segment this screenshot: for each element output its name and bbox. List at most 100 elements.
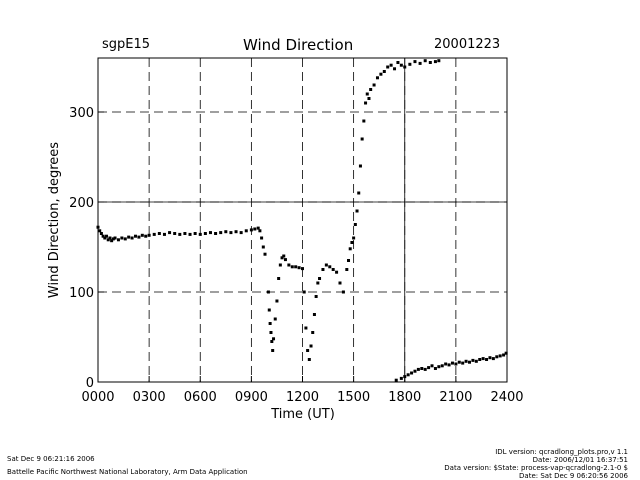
data-point [260,236,264,240]
data-point [328,265,332,269]
data-point [302,290,306,294]
data-point [345,268,349,271]
data-point [162,232,166,236]
data-point [353,223,357,226]
data-point [272,337,276,341]
x-tick-label: 2400 [490,390,523,405]
data-point [140,233,144,237]
data-point [382,70,386,73]
x-axis-label: Time (UT) [270,407,335,422]
data-point [278,263,282,267]
data-point [416,367,420,371]
data-point [331,268,335,271]
data-point [239,231,243,235]
y-tick-label: 200 [69,196,94,211]
data-point [369,88,373,91]
data-point [399,63,403,67]
data-point [269,331,273,334]
data-point [464,359,468,363]
data-point [208,231,212,235]
data-point [219,231,223,235]
data-point [271,349,275,352]
data-point [188,232,192,236]
data-point [394,378,398,382]
data-point [309,344,313,348]
data-point [133,234,137,238]
data-point [454,362,458,366]
data-point [290,265,294,269]
data-point [168,231,172,235]
data-point [110,239,114,243]
data-point [437,59,441,63]
data-point [144,234,148,238]
data-point [304,326,308,330]
data-point [491,357,495,361]
footer-data-date: Date: Sat Dec 9 06:20:56 2006 [519,472,628,480]
data-point [157,232,161,235]
data-point [348,247,352,251]
data-point [234,230,238,234]
data-point [253,227,257,231]
data-point [127,235,131,239]
data-point [423,367,427,371]
data-point [410,371,414,375]
data-point [399,376,403,380]
data-point [350,241,354,244]
data-point [183,232,187,235]
data-point [423,59,427,63]
data-point [280,256,284,260]
data-point [461,361,465,365]
data-point [386,65,390,69]
data-point [306,349,310,352]
x-tick-label: 0600 [184,390,217,405]
wind-direction-chart: 0000 0300 0600 0900 1200 1500 1800 2100 2400 0 100… [47,57,524,422]
data-point [193,232,197,235]
data-point [256,226,260,230]
data-point [360,137,364,141]
data-point [283,258,287,262]
data-point [318,277,322,280]
data-point [403,65,407,69]
data-point [393,67,397,71]
data-point [406,373,410,377]
data-point [474,359,478,363]
data-point [379,72,383,76]
data-point [258,229,262,233]
data-point [311,331,315,334]
data-point [457,360,461,364]
x-tick-label: 1200 [286,390,319,405]
x-tick-label: 2100 [439,390,472,405]
data-point [372,83,376,87]
data-point [367,97,371,100]
y-tick-label: 300 [69,106,94,121]
data-point [413,60,417,64]
data-point [263,252,267,256]
date-label: 20001223 [434,37,501,52]
data-point [277,277,281,280]
data-point [478,358,482,361]
x-tick-label: 1800 [388,390,421,405]
data-point [297,266,301,270]
data-point [120,236,124,240]
data-point [481,357,485,361]
data-point [352,236,356,240]
data-point [152,232,156,236]
data-point [335,270,339,274]
data-point [99,232,103,235]
data-point [273,317,277,321]
data-point [98,229,102,233]
data-point [355,209,359,213]
data-point [468,360,472,364]
data-point [316,281,320,285]
data-point [123,237,127,241]
data-point [362,119,366,123]
data-point [106,238,110,242]
data-point [198,232,202,236]
data-point [488,356,492,360]
data-point [275,299,279,303]
data-point [396,61,400,64]
x-tick-label: 0300 [133,390,166,405]
data-point [444,362,448,366]
data-point [430,364,434,368]
data-point [147,233,151,237]
